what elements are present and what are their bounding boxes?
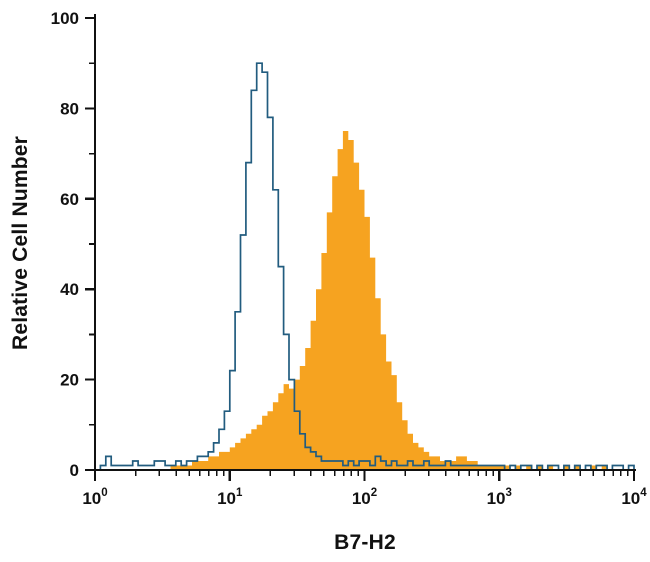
y-axis-label: Relative Cell Number <box>9 135 32 351</box>
y-tick-label: 60 <box>60 190 79 209</box>
y-tick-label: 0 <box>70 461 79 480</box>
x-tick-label: 103 <box>487 487 512 508</box>
filled-histogram-series <box>95 131 634 470</box>
x-tick-label: 101 <box>217 487 243 508</box>
x-axis-ticks <box>93 470 636 481</box>
y-tick-label: 20 <box>60 371 79 390</box>
x-tick-labels: 100 101 102 103 104 <box>82 487 647 508</box>
y-tick-label: 100 <box>51 9 79 28</box>
y-axis-ticks <box>85 16 95 472</box>
series-layer <box>95 62 635 471</box>
y-tick-labels: 0 20 40 60 80 100 <box>51 9 79 480</box>
x-tick-label: 102 <box>352 487 377 508</box>
open-histogram-series <box>95 62 635 471</box>
y-tick-label: 40 <box>60 280 79 299</box>
y-tick-label: 80 <box>60 99 79 118</box>
x-axis-label: B7-H2 <box>334 531 396 554</box>
x-tick-label: 104 <box>621 487 647 508</box>
x-tick-label: 100 <box>82 487 107 508</box>
